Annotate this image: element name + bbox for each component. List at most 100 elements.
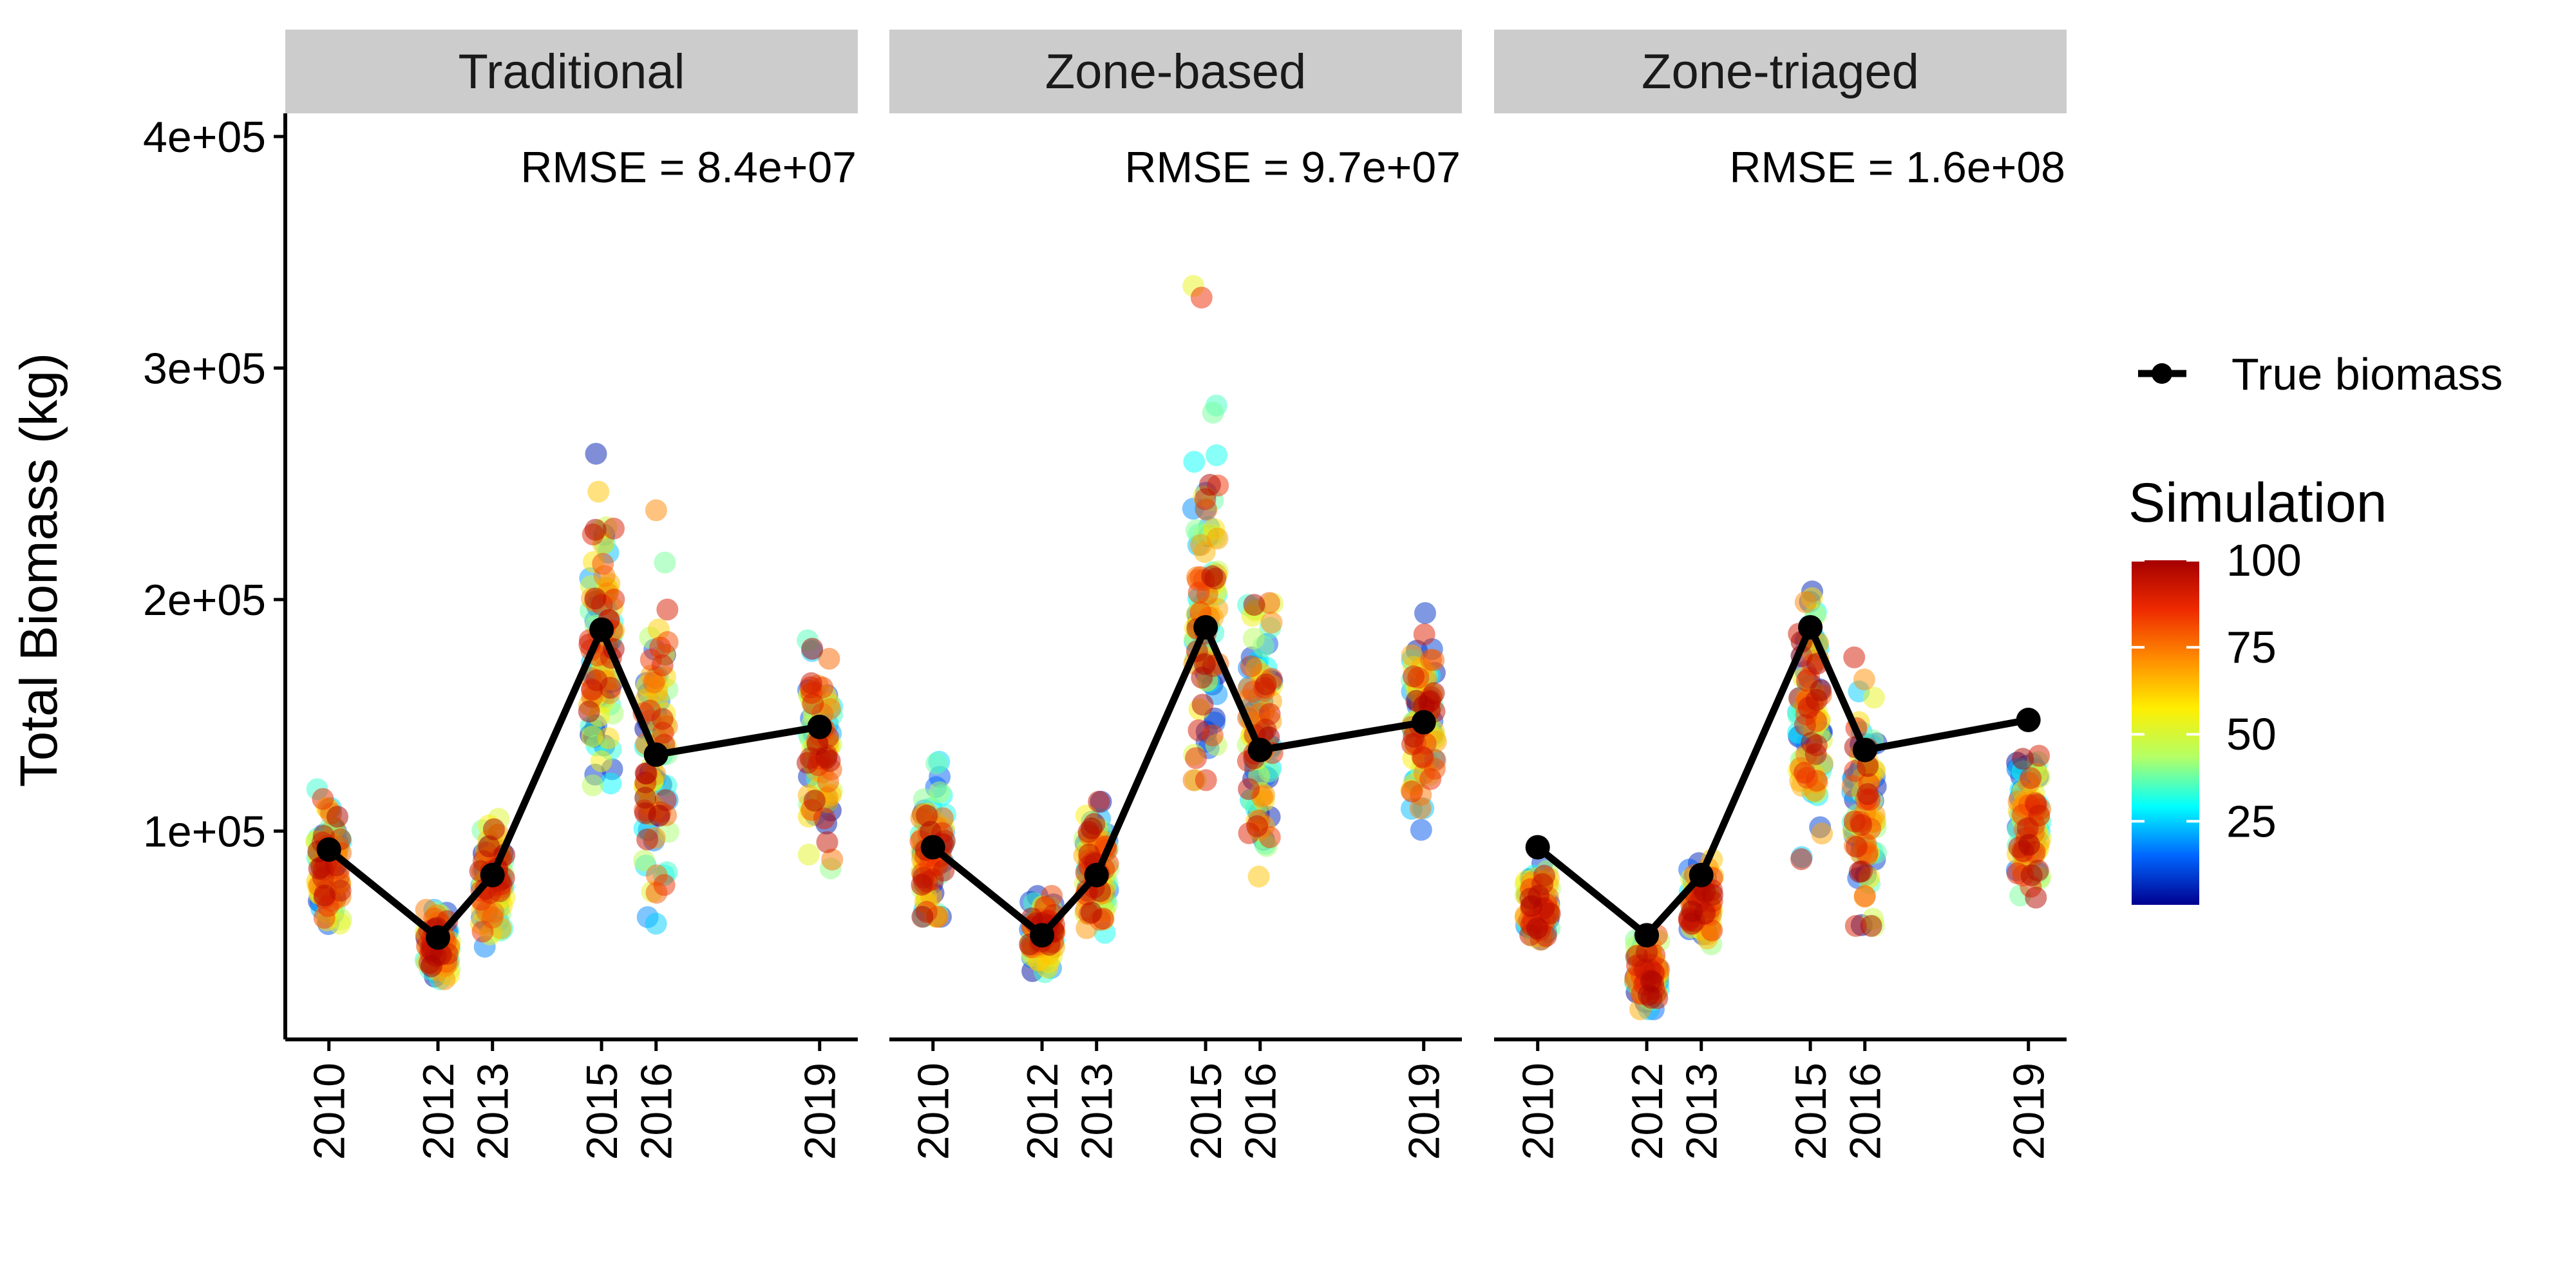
- simulation-point: [2020, 864, 2043, 887]
- simulation-point: [1520, 895, 1543, 917]
- simulation-point: [600, 772, 622, 795]
- simulation-point: [1191, 694, 1214, 716]
- rmse-label: RMSE = 1.6e+08: [1729, 143, 2065, 192]
- x-tick-label: 2015: [1182, 1063, 1231, 1160]
- simulation-point: [1185, 747, 1207, 770]
- simulation-point: [471, 920, 494, 943]
- simulation-point: [797, 844, 820, 866]
- true-biomass-point: [1411, 710, 1436, 735]
- simulation-point: [1533, 864, 1555, 887]
- simulation-point: [581, 725, 603, 748]
- true-biomass-line: [931, 623, 1425, 939]
- facet-strip-label: Traditional: [458, 44, 685, 99]
- simulation-point: [1860, 914, 1882, 937]
- simulation-point: [634, 786, 657, 809]
- simulation-point: [1195, 769, 1217, 791]
- facet-strip: [1494, 30, 2067, 113]
- simulation-point: [1844, 914, 1867, 937]
- simulation-point: [1862, 687, 1885, 709]
- x-tick-label: 2013: [1073, 1063, 1122, 1160]
- simulation-point: [648, 804, 670, 827]
- simulation-point: [1853, 885, 1876, 907]
- true-biomass-point: [1084, 862, 1109, 887]
- simulation-point: [603, 517, 625, 540]
- simulation-point: [925, 752, 948, 775]
- simulation-point: [1080, 902, 1103, 923]
- simulation-point: [1526, 917, 1548, 940]
- simulation-point: [1681, 900, 1703, 923]
- x-tick-label: 2013: [469, 1063, 518, 1160]
- simulation-point: [1414, 602, 1436, 624]
- x-tick-label: 2013: [1678, 1063, 1727, 1160]
- x-tick-label: 2012: [1623, 1063, 1672, 1160]
- colorbar: [2132, 560, 2199, 905]
- x-tick-label: 2015: [578, 1063, 627, 1160]
- simulation-point: [603, 588, 625, 611]
- simulation-point: [1402, 665, 1425, 688]
- simulation-point: [633, 849, 656, 872]
- simulation-point: [656, 598, 679, 621]
- simulation-point: [1206, 444, 1228, 466]
- facet-zone-triaged: Zone-triaged RMSE = 1.6e+08 2010 2012 2013 20…: [1494, 30, 2067, 1160]
- simulation-point: [653, 874, 676, 896]
- x-tick-label: 2012: [414, 1063, 463, 1160]
- simulation-point: [1410, 819, 1432, 841]
- simulation-point: [1242, 627, 1265, 650]
- y-tick-label: 3e+05: [143, 344, 266, 393]
- simulation-point: [578, 700, 600, 723]
- true-biomass-point: [1525, 835, 1550, 860]
- true-biomass-point: [1030, 923, 1055, 948]
- simulation-point: [599, 677, 621, 699]
- simulation-point: [634, 762, 657, 784]
- true-biomass-point: [426, 925, 451, 950]
- simulation-point: [796, 752, 819, 774]
- colorbar-tick-label: 100: [2226, 535, 2302, 585]
- true-biomass-point: [1193, 615, 1218, 640]
- facet-traditional: Traditional RMSE = 8.4e+07 2010 2012 2013 201…: [143, 30, 858, 1160]
- simulation-point: [592, 553, 614, 575]
- simulation-point: [1188, 582, 1210, 604]
- rmse-label: RMSE = 9.7e+07: [1124, 143, 1461, 192]
- simulation-point: [308, 857, 330, 880]
- simulation-point: [1238, 778, 1260, 800]
- simulation-points: [909, 274, 1447, 983]
- simulation-point: [1790, 848, 1813, 871]
- true-biomass-point: [2016, 707, 2041, 732]
- simulation-point: [1190, 287, 1213, 309]
- simulation-point: [821, 848, 844, 871]
- legend: True biomass Simulation 100 75 50 25: [2128, 349, 2503, 905]
- simulation-point: [1243, 594, 1265, 616]
- simulation-point: [1794, 714, 1816, 736]
- simulation-point: [1636, 941, 1658, 963]
- simulation-point: [1640, 970, 1662, 992]
- simulation-point: [1810, 679, 1832, 701]
- simulation-point: [802, 692, 824, 715]
- simulation-point: [1401, 644, 1423, 667]
- simulation-point: [312, 788, 334, 810]
- simulation-point: [1202, 401, 1224, 424]
- simulation-point: [1413, 623, 1435, 645]
- simulation-point: [1419, 768, 1442, 790]
- true-biomass-point: [480, 862, 505, 887]
- true-biomass-line: [1535, 623, 2029, 939]
- simulation-point: [483, 818, 505, 840]
- simulation-point: [651, 654, 674, 676]
- simulation-point: [1081, 817, 1103, 840]
- true-biomass-point: [1689, 862, 1714, 887]
- simulation-point: [314, 884, 336, 907]
- simulation-point: [582, 774, 604, 797]
- simulation-point: [1189, 534, 1212, 556]
- simulation-point: [1201, 565, 1224, 587]
- simulation-point: [584, 518, 607, 541]
- y-tick-label: 4e+05: [143, 113, 266, 162]
- facet-strip-label: Zone-based: [1045, 44, 1307, 99]
- simulation-point: [597, 727, 620, 750]
- simulation-point: [2016, 817, 2039, 840]
- x-tick-label: 2016: [1236, 1063, 1285, 1160]
- colorbar-tick-label: 75: [2226, 622, 2277, 672]
- facet-strip-label: Zone-triaged: [1642, 44, 1919, 99]
- simulation-point: [1260, 611, 1283, 634]
- facet-strip: [285, 30, 858, 113]
